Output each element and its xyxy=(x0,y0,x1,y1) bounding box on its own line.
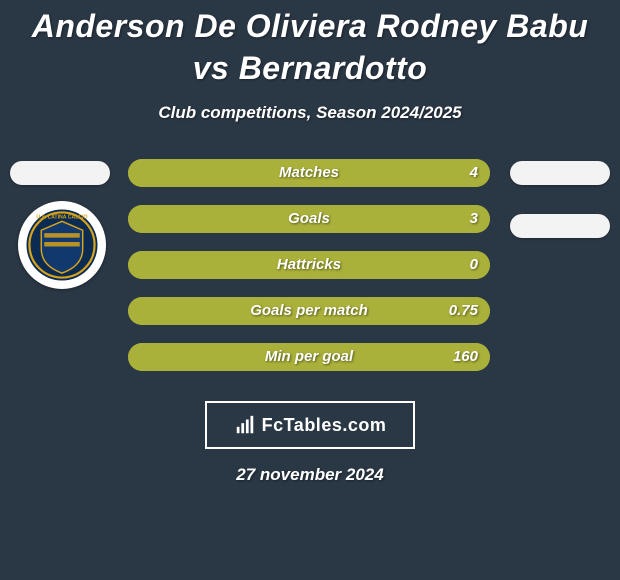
stat-right: 0 xyxy=(470,251,478,279)
stat-bars: Matches 4 Goals 3 Hattricks 0 Goals per … xyxy=(128,159,490,389)
stat-row-matches: Matches 4 xyxy=(128,159,490,187)
stat-right: 0.75 xyxy=(449,297,478,325)
brand-box[interactable]: FcTables.com xyxy=(205,401,415,449)
stat-right: 160 xyxy=(453,343,478,371)
stat-right: 3 xyxy=(470,205,478,233)
left-player-pill xyxy=(10,161,110,185)
stat-right: 4 xyxy=(470,159,478,187)
club-badge-left: U.S. LATINA CALCIO xyxy=(18,201,106,289)
comparison-chart: U.S. LATINA CALCIO Matches 4 Goals 3 Hat… xyxy=(0,159,620,389)
stat-row-min-per-goal: Min per goal 160 xyxy=(128,343,490,371)
right-player-pill-1 xyxy=(510,161,610,185)
bar-chart-icon xyxy=(234,414,256,436)
brand-text: FcTables.com xyxy=(262,415,387,436)
stat-row-hattricks: Hattricks 0 xyxy=(128,251,490,279)
shield-icon: U.S. LATINA CALCIO xyxy=(25,208,99,282)
svg-text:U.S. LATINA CALCIO: U.S. LATINA CALCIO xyxy=(36,215,87,221)
stat-label: Min per goal xyxy=(128,343,490,371)
subtitle: Club competitions, Season 2024/2025 xyxy=(0,103,620,123)
right-player-pill-2 xyxy=(510,214,610,238)
footer-date: 27 november 2024 xyxy=(0,465,620,485)
stat-row-goals: Goals 3 xyxy=(128,205,490,233)
stat-label: Matches xyxy=(128,159,490,187)
page-title: Anderson De Oliviera Rodney Babu vs Bern… xyxy=(0,0,620,89)
stat-label: Goals xyxy=(128,205,490,233)
stat-row-goals-per-match: Goals per match 0.75 xyxy=(128,297,490,325)
stat-label: Hattricks xyxy=(128,251,490,279)
stat-label: Goals per match xyxy=(128,297,490,325)
